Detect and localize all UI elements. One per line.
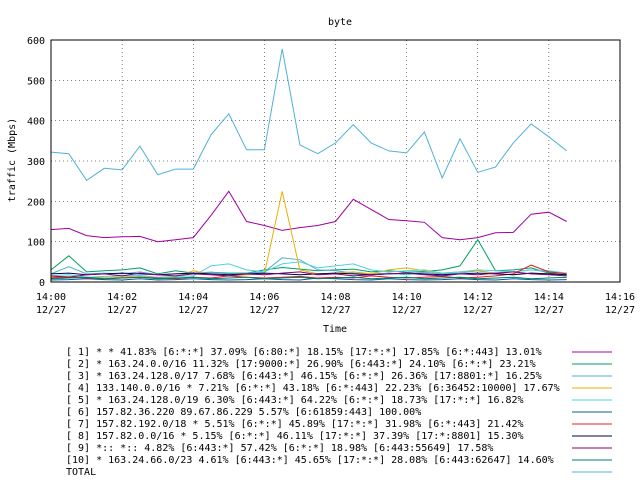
series-lines	[50, 48, 568, 281]
legend-entry-label: TOTAL	[66, 467, 96, 478]
x-tick-time: 14:14	[534, 292, 564, 303]
y-tick-label: 600	[27, 36, 45, 47]
y-tick-label: 500	[27, 76, 45, 87]
x-tick-time: 14:06	[249, 292, 279, 303]
legend-entry-label: [ 9] *:: *:: 4.82% [6:443:*] 57.42% [6:*…	[66, 443, 493, 454]
y-axis-label: traffic (Mbps)	[7, 118, 18, 202]
y-axis-ticks: 0 100 200 300 400 500 600	[27, 36, 45, 289]
series-line	[50, 277, 567, 281]
x-tick-time: 14:02	[107, 292, 137, 303]
x-tick-date: 12/27	[178, 305, 208, 316]
y-tick-label: 0	[39, 278, 45, 289]
x-tick-date: 12/27	[605, 305, 635, 316]
legend-entry-label: [ 2] * 163.24.0.0/16 11.32% [17:9000:*] …	[66, 359, 536, 370]
legend-entry-label: [ 6] 157.82.36.220 89.67.86.229 5.57% [6…	[66, 407, 421, 418]
x-tick-date: 12/27	[36, 305, 66, 316]
legend-entry-label: [ 5] * 163.24.128.0/19 6.30% [6:443:*] 6…	[66, 395, 524, 406]
plot-frame	[50, 39, 621, 283]
x-tick-date: 12/27	[534, 305, 564, 316]
x-tick-time: 14:08	[320, 292, 350, 303]
x-axis-ticks: 14:00 12/27 14:02 12/27 14:04 12/27 14:06 12/27…	[36, 292, 635, 316]
x-tick-date: 12/27	[107, 305, 137, 316]
series-line	[50, 276, 567, 280]
chart-title: byte	[328, 17, 352, 28]
series-line	[50, 271, 567, 278]
series-line	[50, 261, 567, 278]
legend-entry-label: [ 1] * * 41.83% [6:*:*] 37.09% [6:80:*] …	[66, 347, 542, 358]
x-tick-time: 14:00	[36, 292, 66, 303]
x-tick-time: 14:12	[463, 292, 493, 303]
series-line	[50, 190, 567, 243]
legend-entry-label: [ 4] 133.140.0.0/16 * 7.21% [6:*:*] 43.1…	[66, 383, 560, 394]
legend: [ 1] * * 41.83% [6:*:*] 37.09% [6:80:*] …	[66, 347, 612, 478]
legend-entry-label: [ 3] * 163.24.128.0/17 7.68% [6:443:*] 4…	[66, 371, 542, 382]
series-line	[50, 48, 568, 182]
y-tick-label: 100	[27, 238, 45, 249]
x-tick-date: 12/27	[463, 305, 493, 316]
legend-entry-label: [10] * 163.24.66.0/23 4.61% [6:443:*] 45…	[66, 455, 554, 466]
plot-grid	[50, 39, 621, 283]
legend-entry-label: [ 7] 157.82.192.0/18 * 5.51% [6:*:*] 45.…	[66, 419, 524, 430]
y-tick-label: 300	[27, 157, 45, 168]
x-axis-label: Time	[323, 324, 347, 335]
x-tick-date: 12/27	[392, 305, 422, 316]
y-tick-label: 200	[27, 197, 45, 208]
series-line	[50, 191, 567, 279]
series-line	[50, 238, 567, 275]
legend-entry-label: [ 8] 157.82.0.0/16 * 5.15% [6:*:*] 46.11…	[66, 431, 524, 442]
x-tick-time: 14:04	[178, 292, 208, 303]
y-tick-label: 400	[27, 117, 45, 128]
x-tick-date: 12/27	[320, 305, 350, 316]
x-tick-date: 12/27	[249, 305, 279, 316]
x-tick-time: 14:16	[605, 292, 635, 303]
x-tick-time: 14:10	[392, 292, 422, 303]
